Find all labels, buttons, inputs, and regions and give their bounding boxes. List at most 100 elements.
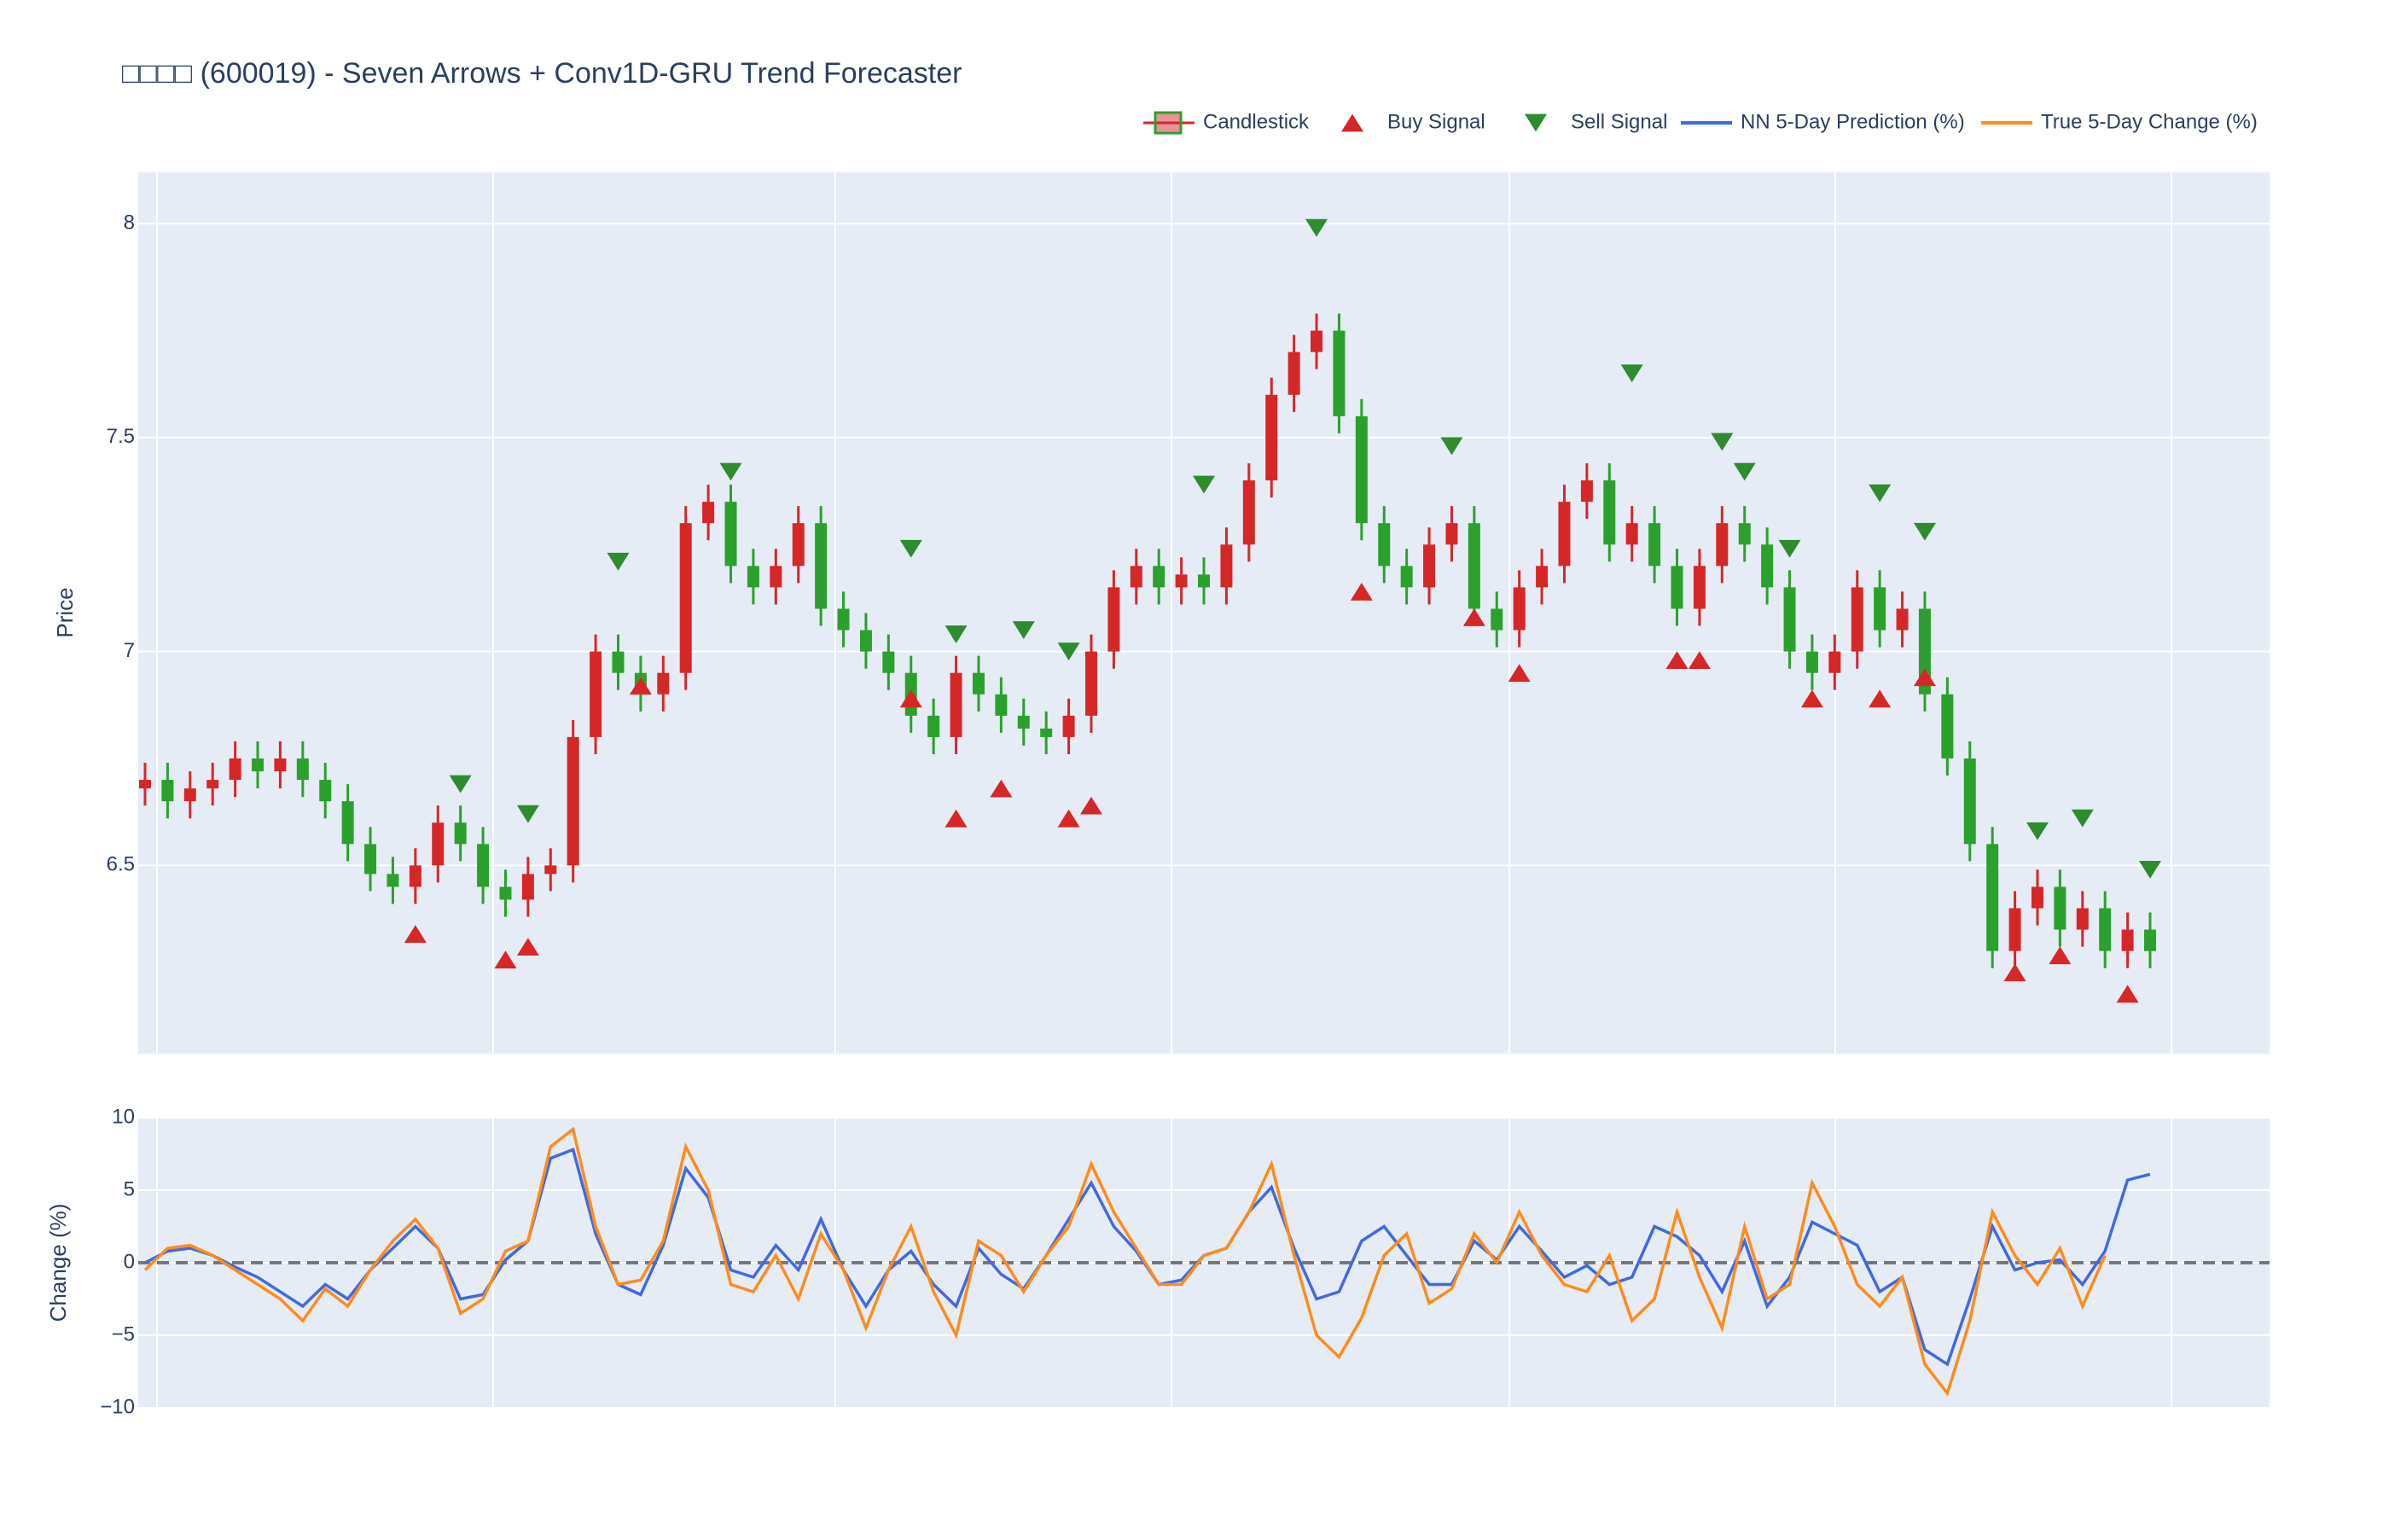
candle-body bbox=[161, 780, 174, 802]
candle-body bbox=[432, 822, 445, 866]
candle-body bbox=[1580, 480, 1593, 503]
sell-signal bbox=[1620, 364, 1643, 383]
buy-signal bbox=[404, 925, 427, 943]
candle-body bbox=[364, 844, 377, 875]
legend-label: Candlestick bbox=[1203, 110, 1310, 133]
sell-signal bbox=[2071, 809, 2094, 828]
y-tick-label: −10 bbox=[100, 1395, 135, 1418]
buy-signal bbox=[1057, 809, 1080, 828]
buy-signal bbox=[1869, 689, 1892, 708]
buy-signal bbox=[629, 677, 652, 695]
buy-signal bbox=[1079, 796, 1102, 815]
candle-body bbox=[1828, 651, 1841, 673]
candle-body bbox=[1536, 566, 1549, 588]
candle-body bbox=[1851, 587, 1863, 652]
candle-body bbox=[274, 758, 287, 772]
sell-signal bbox=[1733, 462, 1756, 481]
sell-signal bbox=[1305, 218, 1328, 237]
sell-signal bbox=[607, 552, 630, 571]
candle-body bbox=[1198, 574, 1211, 588]
candle-body bbox=[657, 672, 670, 694]
sell-signal bbox=[945, 625, 968, 643]
legend-item: Sell Signal bbox=[1525, 110, 1667, 133]
candle-body bbox=[1062, 715, 1075, 737]
y-tick-label: 10 bbox=[112, 1105, 135, 1128]
candle-body bbox=[1288, 352, 1300, 395]
candle-body bbox=[1040, 728, 1053, 737]
candle-body bbox=[2008, 908, 2021, 951]
buy-signal bbox=[2116, 985, 2139, 1003]
buy-signal bbox=[990, 779, 1013, 798]
candle-body bbox=[319, 780, 332, 802]
legend-label: True 5-Day Change (%) bbox=[2041, 110, 2258, 133]
legend-label: NN 5-Day Prediction (%) bbox=[1741, 110, 1965, 133]
line-series bbox=[143, 1126, 2107, 1397]
sell-signal bbox=[1869, 484, 1892, 503]
buy-signal bbox=[1800, 689, 1823, 708]
candle-body bbox=[2076, 908, 2089, 930]
candle-body bbox=[252, 758, 264, 772]
candle-body bbox=[1423, 544, 1436, 588]
legend-label: Buy Signal bbox=[1387, 110, 1485, 133]
candle-body bbox=[409, 865, 421, 887]
buy-signal bbox=[2049, 946, 2072, 965]
candle-body bbox=[1084, 651, 1097, 716]
candle-body bbox=[387, 874, 399, 887]
candle-body bbox=[2144, 929, 2156, 951]
sell-signal bbox=[1913, 522, 1936, 541]
candle-body bbox=[341, 801, 354, 845]
candle-body bbox=[995, 694, 1008, 716]
candle-body bbox=[927, 715, 940, 737]
candle-body bbox=[521, 874, 534, 900]
candle-body bbox=[454, 822, 467, 845]
candle-body bbox=[1175, 574, 1188, 588]
candle-body bbox=[1311, 330, 1323, 352]
buy-signal bbox=[1665, 651, 1689, 670]
sell-signal bbox=[1711, 433, 1734, 451]
buy-signal bbox=[899, 689, 922, 708]
candle-body bbox=[1963, 758, 1976, 845]
candle-body bbox=[1986, 844, 1999, 951]
legend-item: True 5-Day Change (%) bbox=[1981, 110, 2258, 133]
sell-signal bbox=[1057, 642, 1080, 661]
y-tick-label: 6.5 bbox=[107, 853, 135, 876]
y-axis-title: Price bbox=[52, 587, 78, 637]
candle-body bbox=[882, 651, 895, 673]
buy-signal bbox=[2003, 963, 2026, 982]
candle-body bbox=[2054, 886, 2066, 930]
candle-body bbox=[724, 502, 737, 567]
candle-body bbox=[815, 523, 828, 609]
candle-body bbox=[1671, 566, 1683, 609]
candle-body bbox=[1265, 394, 1278, 481]
buy-signal bbox=[494, 950, 517, 969]
candle-body bbox=[1918, 608, 1931, 694]
candle-body bbox=[1693, 566, 1706, 609]
y-tick-label: 8 bbox=[124, 212, 135, 235]
candle-body bbox=[1242, 480, 1255, 545]
candle-body bbox=[1874, 587, 1886, 631]
candle-body bbox=[1378, 523, 1391, 567]
sell-signal bbox=[2026, 822, 2049, 840]
candle-body bbox=[1400, 566, 1413, 588]
buy-signal bbox=[516, 938, 539, 956]
y-tick-label: 5 bbox=[124, 1177, 135, 1200]
chart-title: □□□□ (600019) - Seven Arrows + Conv1D-GR… bbox=[122, 57, 962, 90]
candle-body bbox=[1896, 608, 1909, 631]
buy-signal bbox=[1462, 608, 1485, 626]
candle-body bbox=[1648, 523, 1661, 567]
candle-body bbox=[1805, 651, 1818, 673]
buy-signal bbox=[1508, 664, 1531, 683]
candle-body bbox=[296, 758, 309, 781]
sell-signal bbox=[516, 805, 539, 823]
candle-body bbox=[1017, 715, 1030, 729]
candle-body bbox=[206, 780, 219, 789]
legend-symbol bbox=[1154, 111, 1183, 135]
candle-body bbox=[1941, 694, 1954, 758]
candle-body bbox=[972, 672, 985, 694]
sell-signal bbox=[1778, 539, 1801, 558]
candle-body bbox=[2099, 908, 2112, 951]
candle-body bbox=[1783, 587, 1796, 652]
candle-body bbox=[1468, 523, 1480, 609]
candle-body bbox=[837, 608, 850, 631]
sell-signal bbox=[899, 539, 922, 558]
